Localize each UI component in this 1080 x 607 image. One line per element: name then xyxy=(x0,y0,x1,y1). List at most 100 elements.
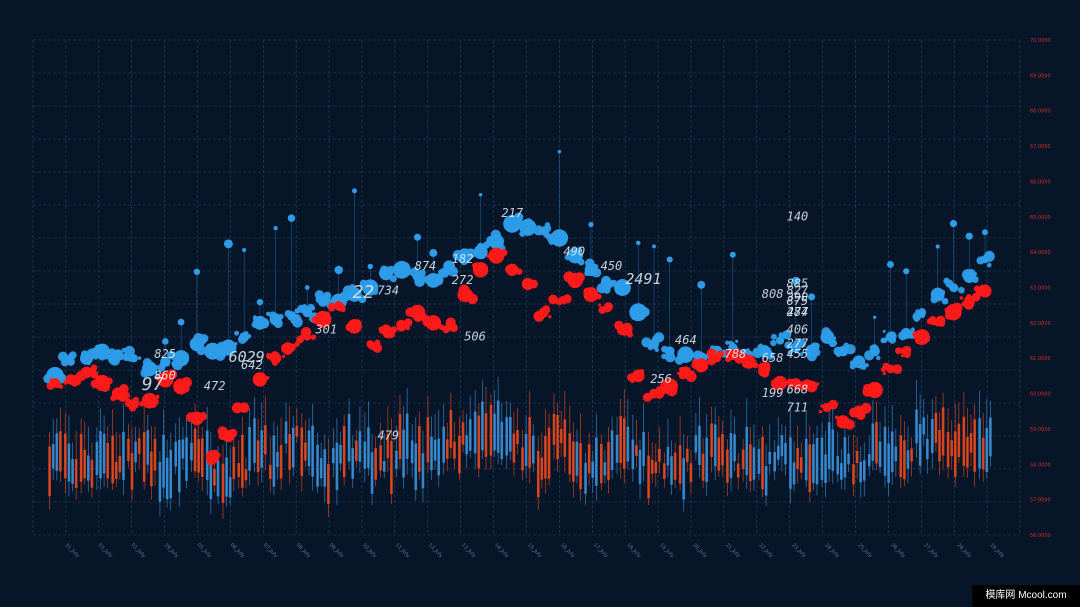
candle-body xyxy=(862,460,866,481)
candle-body xyxy=(946,432,950,468)
candle-body xyxy=(658,448,661,462)
blue-point xyxy=(761,346,772,357)
red-point xyxy=(562,294,572,304)
blue-point xyxy=(830,340,838,347)
candle-body xyxy=(815,438,819,485)
y-tick-label: 68.0000 xyxy=(1030,109,1051,115)
red-point xyxy=(526,284,531,289)
annotation-label: 788 xyxy=(725,347,747,361)
red-point xyxy=(474,263,481,270)
stem-dot xyxy=(903,268,910,275)
red-point xyxy=(184,386,190,392)
blue-point xyxy=(677,354,684,361)
candle-body xyxy=(256,440,260,473)
red-point xyxy=(595,293,602,300)
x-tick-label: 29_July xyxy=(989,542,1006,559)
candle-body xyxy=(918,423,922,466)
annotation-label: 474 xyxy=(787,305,809,319)
red-point xyxy=(637,369,644,376)
candle-body xyxy=(796,447,799,469)
annotation-label: 875 xyxy=(787,294,809,308)
blue-point xyxy=(137,356,142,360)
candle-body xyxy=(414,443,418,490)
candle-body xyxy=(572,441,575,482)
candle-body xyxy=(253,418,256,463)
red-point xyxy=(548,315,552,319)
blue-point xyxy=(833,346,843,356)
candle-body xyxy=(209,456,213,500)
candle-body xyxy=(185,437,188,481)
stem-dot xyxy=(193,268,201,275)
red-point xyxy=(507,264,515,271)
candle-body xyxy=(647,455,650,499)
blue-point xyxy=(913,315,920,322)
candle-body xyxy=(941,407,945,456)
blue-point xyxy=(209,343,213,347)
blue-point xyxy=(64,356,70,363)
red-point xyxy=(390,326,398,334)
blue-point xyxy=(159,361,167,369)
candle-body xyxy=(288,434,291,470)
red-point xyxy=(568,275,574,281)
candle-body xyxy=(74,459,78,488)
candle-body xyxy=(552,413,556,445)
candle-body xyxy=(915,409,918,444)
candle-body xyxy=(622,418,626,469)
blue-point xyxy=(234,330,240,336)
red-point xyxy=(965,294,972,301)
x-tick-label: 23_July xyxy=(790,542,807,559)
candle-body xyxy=(351,448,354,479)
blue-point xyxy=(177,351,182,356)
red-point xyxy=(49,378,54,383)
candle-body xyxy=(327,464,330,504)
x-tick-label: 13_July xyxy=(460,542,477,559)
stem-dot xyxy=(414,233,422,241)
candle-body xyxy=(382,461,386,472)
red-point xyxy=(818,409,823,414)
red-point xyxy=(283,342,293,352)
annotation-label: 874 xyxy=(415,259,437,273)
blue-point xyxy=(182,352,189,358)
x-tick-label: 11_July xyxy=(394,542,411,559)
x-tick-label: 15_July xyxy=(526,542,543,559)
y-tick-label: 66.0000 xyxy=(1030,179,1051,185)
candle-body xyxy=(906,450,910,469)
blue-point xyxy=(480,254,485,260)
candle-body xyxy=(784,443,787,465)
candle-body xyxy=(279,445,283,479)
candle-body xyxy=(150,451,153,487)
candle-body xyxy=(272,435,276,487)
blue-point xyxy=(547,235,556,244)
red-point xyxy=(533,310,545,322)
candle-body xyxy=(556,415,559,460)
blue-point xyxy=(252,316,258,322)
annotation-label: 390 xyxy=(786,291,809,305)
blue-point xyxy=(69,351,77,359)
red-point xyxy=(206,458,215,466)
stem-dot xyxy=(808,293,816,301)
blue-point xyxy=(591,268,602,278)
candle-body xyxy=(398,413,402,460)
red-point xyxy=(319,315,324,320)
candle-body xyxy=(973,419,976,472)
candle-body xyxy=(887,443,890,484)
blue-point xyxy=(107,348,117,357)
candle-body xyxy=(610,430,614,470)
annotation-label: 860 xyxy=(154,368,176,382)
red-point xyxy=(924,336,931,343)
candle-body xyxy=(477,415,481,469)
red-point xyxy=(120,391,130,401)
red-point xyxy=(541,305,551,314)
blue-point xyxy=(584,258,595,269)
candle-body xyxy=(890,431,894,473)
candle-body xyxy=(200,438,204,477)
stem-dot xyxy=(981,229,989,236)
red-point xyxy=(178,386,186,395)
blue-point xyxy=(577,246,582,251)
blue-point xyxy=(934,287,942,295)
candle-body xyxy=(776,445,780,460)
red-point xyxy=(961,301,966,307)
candle-body xyxy=(342,426,346,478)
red-point xyxy=(218,432,227,441)
candle-body xyxy=(358,431,362,462)
